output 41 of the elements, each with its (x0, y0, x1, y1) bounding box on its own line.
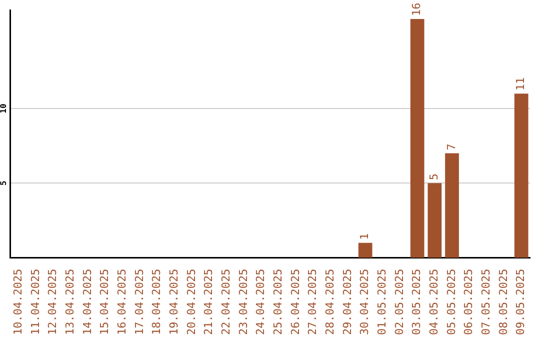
x-tick-label: 22.04.2025 (220, 268, 233, 336)
x-tick-label: 09.05.2025 (514, 268, 528, 336)
x-tick-label: 23.04.2025 (236, 268, 250, 336)
x-tick-label: 27.04.2025 (306, 268, 320, 336)
x-tick-label: 29.04.2025 (340, 268, 354, 336)
y-tick-label: 10 (0, 104, 8, 114)
x-tick-label: 11.04.2025 (28, 268, 42, 336)
x-tick-label: 01.05.2025 (376, 268, 389, 336)
bar (410, 18, 424, 258)
x-tick-label: 24.04.2025 (254, 268, 268, 336)
x-tick-label: 10.04.2025 (12, 268, 25, 336)
bar (428, 183, 442, 258)
data-label: 7 (444, 144, 458, 150)
bar (514, 94, 528, 258)
bar (445, 153, 459, 258)
x-tick-label: 26.04.2025 (288, 268, 302, 336)
x-tick-label: 07.05.2025 (480, 268, 493, 336)
data-label: 1 (358, 233, 372, 240)
x-tick-label: 08.05.2025 (496, 268, 510, 336)
data-label: 5 (428, 174, 441, 180)
x-tick-label: 28.04.2025 (324, 268, 337, 336)
x-tick-label: 18.04.2025 (150, 268, 164, 336)
data-label: 11 (514, 77, 528, 91)
bar (358, 242, 372, 258)
x-tick-label: 14.04.2025 (80, 268, 94, 336)
x-tick-label: 19.04.2025 (168, 268, 181, 336)
x-tick-label: 03.05.2025 (410, 268, 424, 336)
x-tick-label: 17.04.2025 (132, 268, 146, 336)
x-tick-label: 21.04.2025 (202, 268, 216, 336)
x-tick-label: 04.05.2025 (428, 268, 441, 336)
x-tick-label: 06.05.2025 (462, 268, 476, 336)
x-tick-label: 20.04.2025 (184, 268, 198, 336)
x-tick-label: 15.04.2025 (98, 268, 112, 336)
x-tick-label: 30.04.2025 (358, 268, 372, 336)
x-tick-label: 13.04.2025 (64, 268, 77, 336)
x-tick-label: 05.05.2025 (444, 268, 458, 336)
x-tick-label: 12.04.2025 (46, 268, 60, 336)
x-tick-label: 16.04.2025 (116, 268, 129, 336)
x-tick-label: 25.04.2025 (272, 268, 285, 336)
data-label: 16 (410, 2, 424, 16)
x-tick-label: 02.05.2025 (392, 268, 406, 336)
